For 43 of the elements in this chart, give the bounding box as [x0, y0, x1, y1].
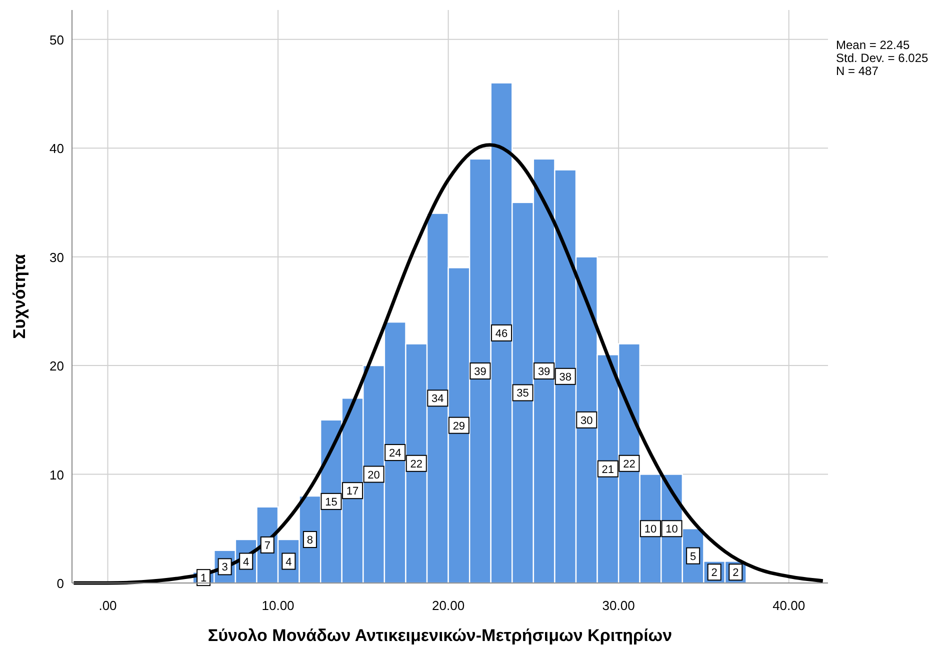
- y-tick-label: 10: [50, 467, 64, 482]
- data-label: 39: [538, 366, 550, 378]
- data-label: 22: [410, 458, 422, 470]
- data-label: 46: [495, 328, 508, 340]
- data-label: 35: [516, 388, 529, 400]
- data-label: 4: [286, 556, 292, 568]
- data-label: 1: [200, 572, 207, 585]
- text: Mean = 22.45: [836, 38, 910, 52]
- data-label: 2: [711, 567, 718, 580]
- x-tick-label: 30.00: [602, 598, 635, 613]
- x-tick-label: 40.00: [772, 598, 806, 613]
- data-label: 17: [346, 486, 359, 498]
- data-label: 22: [623, 458, 636, 470]
- line-series: [72, 143, 825, 585]
- data-label: 10: [666, 524, 678, 536]
- data-label: 2: [732, 567, 739, 580]
- y-tick-label: 0: [56, 576, 64, 591]
- data-label: 34: [432, 393, 444, 406]
- x-tick-label: .00: [98, 598, 117, 613]
- data-label: 3: [222, 562, 228, 574]
- y-axis-title: Συχνότητα: [10, 254, 29, 339]
- data-label: 38: [559, 371, 572, 384]
- data-label: 29: [452, 420, 466, 432]
- data-label: 4: [243, 556, 250, 568]
- data-label: 8: [306, 534, 314, 547]
- data-label: 10: [644, 524, 657, 536]
- text: N = 487: [836, 64, 879, 78]
- y-tick-label: 50: [50, 32, 64, 48]
- x-tick-label: 10.00: [262, 598, 294, 613]
- data-label: 21: [602, 464, 614, 476]
- text: Std. Dev. = 6.025: [836, 51, 928, 65]
- data-label: 7: [264, 540, 270, 552]
- y-tick-label: 40: [50, 141, 64, 156]
- y-tick-label: 30: [50, 250, 64, 265]
- data-label: 39: [474, 366, 486, 378]
- data-label: 15: [325, 496, 338, 508]
- data-label: 30: [580, 414, 593, 427]
- data-label: 5: [690, 550, 696, 563]
- x-tick-label: 20.00: [432, 598, 465, 613]
- x-axis-title: Σύνολο Μονάδων Αντικειμενικών-Μετρήσιμων Κριτηρίων: [208, 626, 672, 645]
- data-label: 24: [388, 448, 402, 460]
- data-label: 20: [368, 469, 380, 482]
- y-tick-label: 20: [50, 358, 64, 374]
